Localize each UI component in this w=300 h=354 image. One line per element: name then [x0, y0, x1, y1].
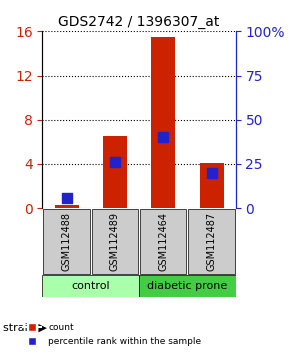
Bar [103, 136, 127, 208]
Text: GSM112489: GSM112489 [110, 212, 120, 271]
FancyBboxPatch shape [139, 275, 236, 297]
Bar [200, 163, 224, 208]
Text: GSM112488: GSM112488 [61, 212, 72, 271]
Legend: count, percentile rank within the sample: count, percentile rank within the sample [20, 320, 205, 349]
Bar [151, 37, 175, 208]
FancyBboxPatch shape [44, 210, 90, 274]
Text: strain ▶: strain ▶ [3, 322, 47, 332]
FancyBboxPatch shape [43, 275, 139, 297]
Bar [55, 205, 79, 208]
FancyBboxPatch shape [140, 210, 187, 274]
Text: control: control [71, 281, 110, 291]
Title: GDS2742 / 1396307_at: GDS2742 / 1396307_at [58, 15, 220, 29]
Text: GSM112487: GSM112487 [207, 212, 217, 271]
Point [64, 195, 69, 200]
Text: GSM112464: GSM112464 [158, 212, 168, 271]
Text: diabetic prone: diabetic prone [147, 281, 228, 291]
Point [112, 159, 117, 165]
FancyBboxPatch shape [92, 210, 138, 274]
FancyBboxPatch shape [188, 210, 235, 274]
Point [161, 135, 166, 140]
Point [209, 170, 214, 176]
Legend:  [20, 342, 27, 349]
